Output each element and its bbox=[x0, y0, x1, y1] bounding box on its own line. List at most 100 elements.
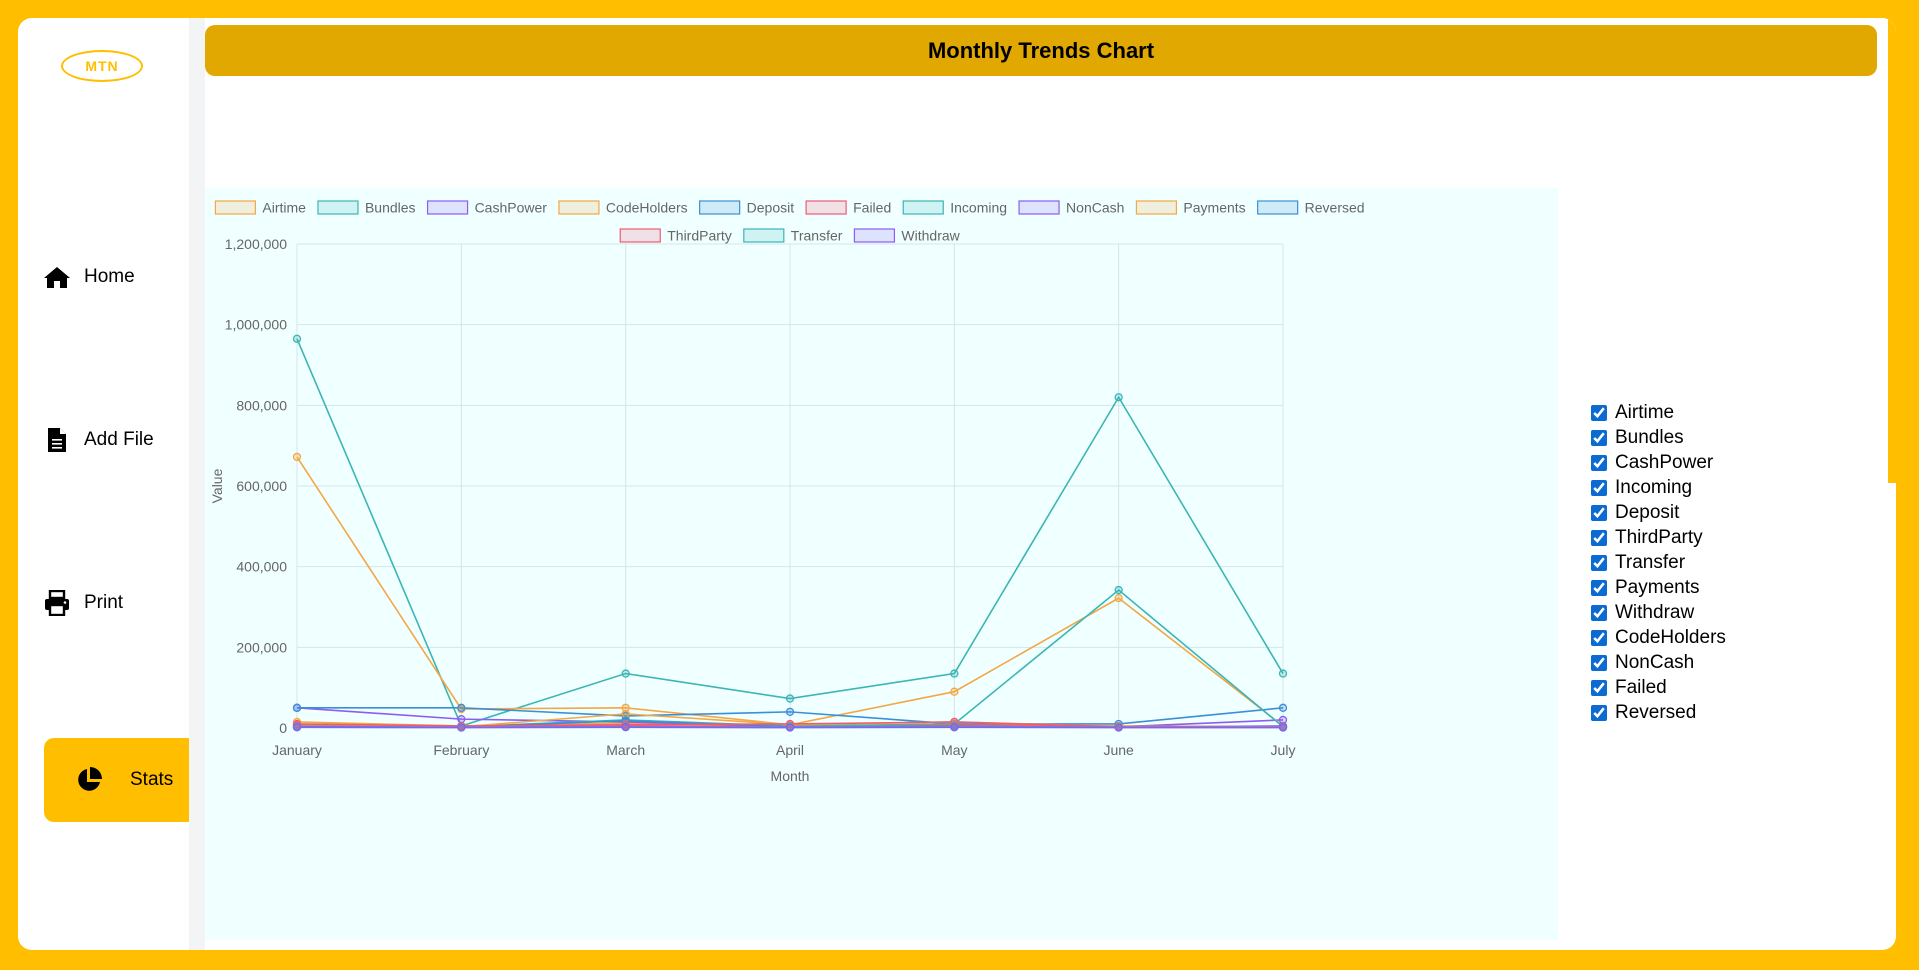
legend-label: Payments bbox=[1183, 200, 1245, 216]
sidebar-item-label: Stats bbox=[130, 769, 174, 790]
data-point bbox=[292, 334, 302, 343]
legend-label: Airtime bbox=[262, 200, 306, 216]
series-toggle-payments[interactable]: Payments bbox=[1591, 575, 1726, 600]
data-point bbox=[1114, 585, 1123, 595]
series-checkbox[interactable] bbox=[1591, 679, 1607, 696]
sidebar-item-stats[interactable]: Stats bbox=[44, 738, 189, 822]
y-tick-label: 400,000 bbox=[236, 559, 287, 575]
legend-swatch bbox=[1257, 200, 1299, 215]
series-toggle-airtime[interactable]: Airtime bbox=[1591, 400, 1726, 425]
series-toggle-bundles[interactable]: Bundles bbox=[1591, 425, 1726, 450]
series-toggle-label: Airtime bbox=[1615, 401, 1675, 423]
series-checkbox[interactable] bbox=[1591, 529, 1607, 546]
legend-label: Incoming bbox=[950, 200, 1007, 216]
data-point bbox=[785, 707, 795, 717]
series-toggle-reversed[interactable]: Reversed bbox=[1591, 700, 1726, 725]
series-toggle-incoming[interactable]: Incoming bbox=[1591, 475, 1726, 500]
data-point bbox=[457, 723, 466, 732]
y-tick-label: 1,200,000 bbox=[225, 236, 287, 252]
series-toggle-label: CodeHolders bbox=[1615, 626, 1726, 648]
data-point bbox=[1278, 703, 1288, 712]
legend-swatch bbox=[743, 228, 785, 243]
series-toggle-label: NonCash bbox=[1615, 651, 1695, 673]
data-point bbox=[785, 723, 795, 732]
series-toggle-label: Reversed bbox=[1615, 701, 1697, 723]
data-point bbox=[621, 723, 630, 732]
data-point bbox=[292, 452, 302, 462]
series-toggle-thirdparty[interactable]: ThirdParty bbox=[1591, 525, 1726, 550]
series-toggle-cashpower[interactable]: CashPower bbox=[1591, 450, 1726, 475]
data-point bbox=[950, 723, 959, 732]
y-tick-label: 800,000 bbox=[236, 397, 287, 413]
series-checkbox[interactable] bbox=[1591, 654, 1607, 671]
data-point bbox=[457, 714, 466, 724]
legend-swatch bbox=[619, 228, 661, 243]
series-toggle-label: Deposit bbox=[1615, 501, 1680, 523]
series-toggle-label: Withdraw bbox=[1615, 601, 1695, 623]
divider bbox=[189, 18, 205, 950]
legend-label: NonCash bbox=[1066, 200, 1124, 216]
data-point bbox=[950, 669, 959, 678]
data-point bbox=[785, 694, 795, 703]
data-point bbox=[950, 687, 959, 696]
legend-label: Deposit bbox=[747, 200, 795, 216]
sidebar-item-print[interactable]: Print bbox=[42, 561, 189, 645]
series-toggle-transfer[interactable]: Transfer bbox=[1591, 550, 1726, 575]
x-tick-label: February bbox=[433, 742, 489, 758]
series-checkbox[interactable] bbox=[1591, 554, 1607, 571]
legend-swatch bbox=[902, 200, 944, 215]
series-toggle-label: Bundles bbox=[1615, 426, 1684, 448]
series-checkbox[interactable] bbox=[1591, 604, 1607, 621]
x-tick-label: March bbox=[606, 742, 645, 758]
series-toggle-label: ThirdParty bbox=[1615, 526, 1703, 548]
legend-swatch bbox=[214, 200, 257, 215]
data-point bbox=[1278, 669, 1288, 678]
y-axis-title: Value bbox=[209, 468, 225, 503]
legend-label: CashPower bbox=[475, 200, 548, 216]
data-point bbox=[292, 723, 302, 732]
series-toggle-label: CashPower bbox=[1615, 451, 1714, 473]
data-point bbox=[1114, 393, 1123, 402]
legend-swatch bbox=[1018, 200, 1060, 215]
series-toggle-codeholders[interactable]: CodeHolders bbox=[1591, 625, 1726, 650]
series-toggle-deposit[interactable]: Deposit bbox=[1591, 500, 1726, 525]
series-checkbox[interactable] bbox=[1591, 454, 1607, 471]
legend-label: CodeHolders bbox=[606, 200, 688, 216]
series-toggle-noncash[interactable]: NonCash bbox=[1591, 650, 1726, 675]
x-tick-label: May bbox=[941, 742, 967, 758]
x-tick-label: July bbox=[1271, 742, 1296, 758]
y-tick-label: 0 bbox=[279, 720, 287, 736]
x-tick-label: June bbox=[1103, 742, 1134, 758]
printer-icon bbox=[42, 590, 72, 616]
series-toggle-failed[interactable]: Failed bbox=[1591, 675, 1726, 700]
legend-swatch bbox=[853, 228, 896, 243]
sidebar-item-home[interactable]: Home bbox=[42, 235, 189, 319]
y-tick-label: 200,000 bbox=[236, 639, 287, 655]
data-point bbox=[1278, 723, 1288, 732]
file-icon bbox=[42, 427, 72, 453]
mtn-logo[interactable]: MTN bbox=[61, 50, 143, 82]
series-checkbox[interactable] bbox=[1591, 404, 1607, 421]
sidebar-item-label: Home bbox=[84, 266, 135, 287]
legend-label: Transfer bbox=[791, 228, 843, 244]
series-checkbox[interactable] bbox=[1591, 479, 1607, 496]
scrollbar[interactable] bbox=[1888, 18, 1896, 483]
series-checkbox[interactable] bbox=[1591, 629, 1607, 646]
series-toggle-withdraw[interactable]: Withdraw bbox=[1591, 600, 1726, 625]
series-checkbox[interactable] bbox=[1591, 504, 1607, 521]
page-title: Monthly Trends Chart bbox=[205, 25, 1877, 76]
sidebar-item-add-file[interactable]: Add File bbox=[42, 398, 189, 482]
x-tick-label: January bbox=[272, 742, 322, 758]
app-frame: MTN Home Add File Print Stats bbox=[18, 18, 1896, 950]
data-point bbox=[621, 669, 630, 678]
sidebar: MTN Home Add File Print Stats bbox=[18, 18, 189, 950]
data-point bbox=[621, 703, 630, 712]
y-tick-label: 1,000,000 bbox=[225, 317, 287, 333]
series-toggle-label: Incoming bbox=[1615, 476, 1693, 498]
data-point bbox=[1114, 723, 1123, 732]
series-checkbox[interactable] bbox=[1591, 579, 1607, 596]
legend-swatch bbox=[805, 200, 847, 215]
data-point bbox=[457, 703, 466, 712]
series-checkbox[interactable] bbox=[1591, 429, 1607, 446]
series-checkbox[interactable] bbox=[1591, 704, 1607, 721]
